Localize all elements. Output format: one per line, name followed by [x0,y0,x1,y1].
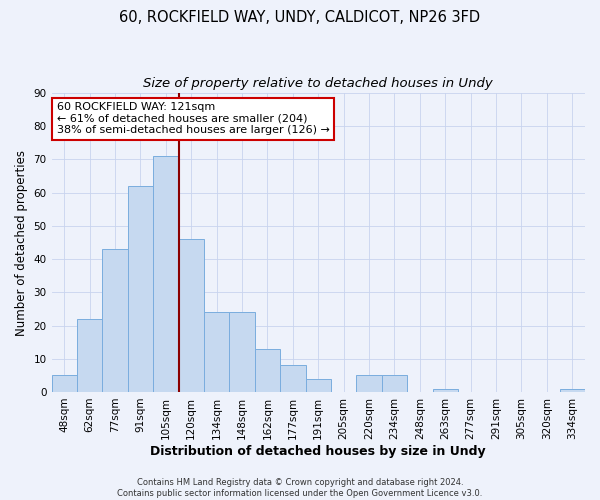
Bar [229,312,255,392]
Text: 60, ROCKFIELD WAY, UNDY, CALDICOT, NP26 3FD: 60, ROCKFIELD WAY, UNDY, CALDICOT, NP26 … [119,10,481,25]
Text: 60 ROCKFIELD WAY: 121sqm
← 61% of detached houses are smaller (204)
38% of semi-: 60 ROCKFIELD WAY: 121sqm ← 61% of detach… [57,102,330,135]
Y-axis label: Number of detached properties: Number of detached properties [15,150,28,336]
Bar [77,319,103,392]
Bar [356,376,382,392]
Bar [382,376,407,392]
Bar [52,376,77,392]
Bar [128,186,153,392]
X-axis label: Distribution of detached houses by size in Undy: Distribution of detached houses by size … [151,444,486,458]
Bar [305,378,331,392]
Bar [280,366,305,392]
Title: Size of property relative to detached houses in Undy: Size of property relative to detached ho… [143,78,493,90]
Bar [204,312,229,392]
Bar [560,388,585,392]
Bar [255,349,280,392]
Bar [103,249,128,392]
Text: Contains HM Land Registry data © Crown copyright and database right 2024.
Contai: Contains HM Land Registry data © Crown c… [118,478,482,498]
Bar [433,388,458,392]
Bar [153,156,179,392]
Bar [179,239,204,392]
